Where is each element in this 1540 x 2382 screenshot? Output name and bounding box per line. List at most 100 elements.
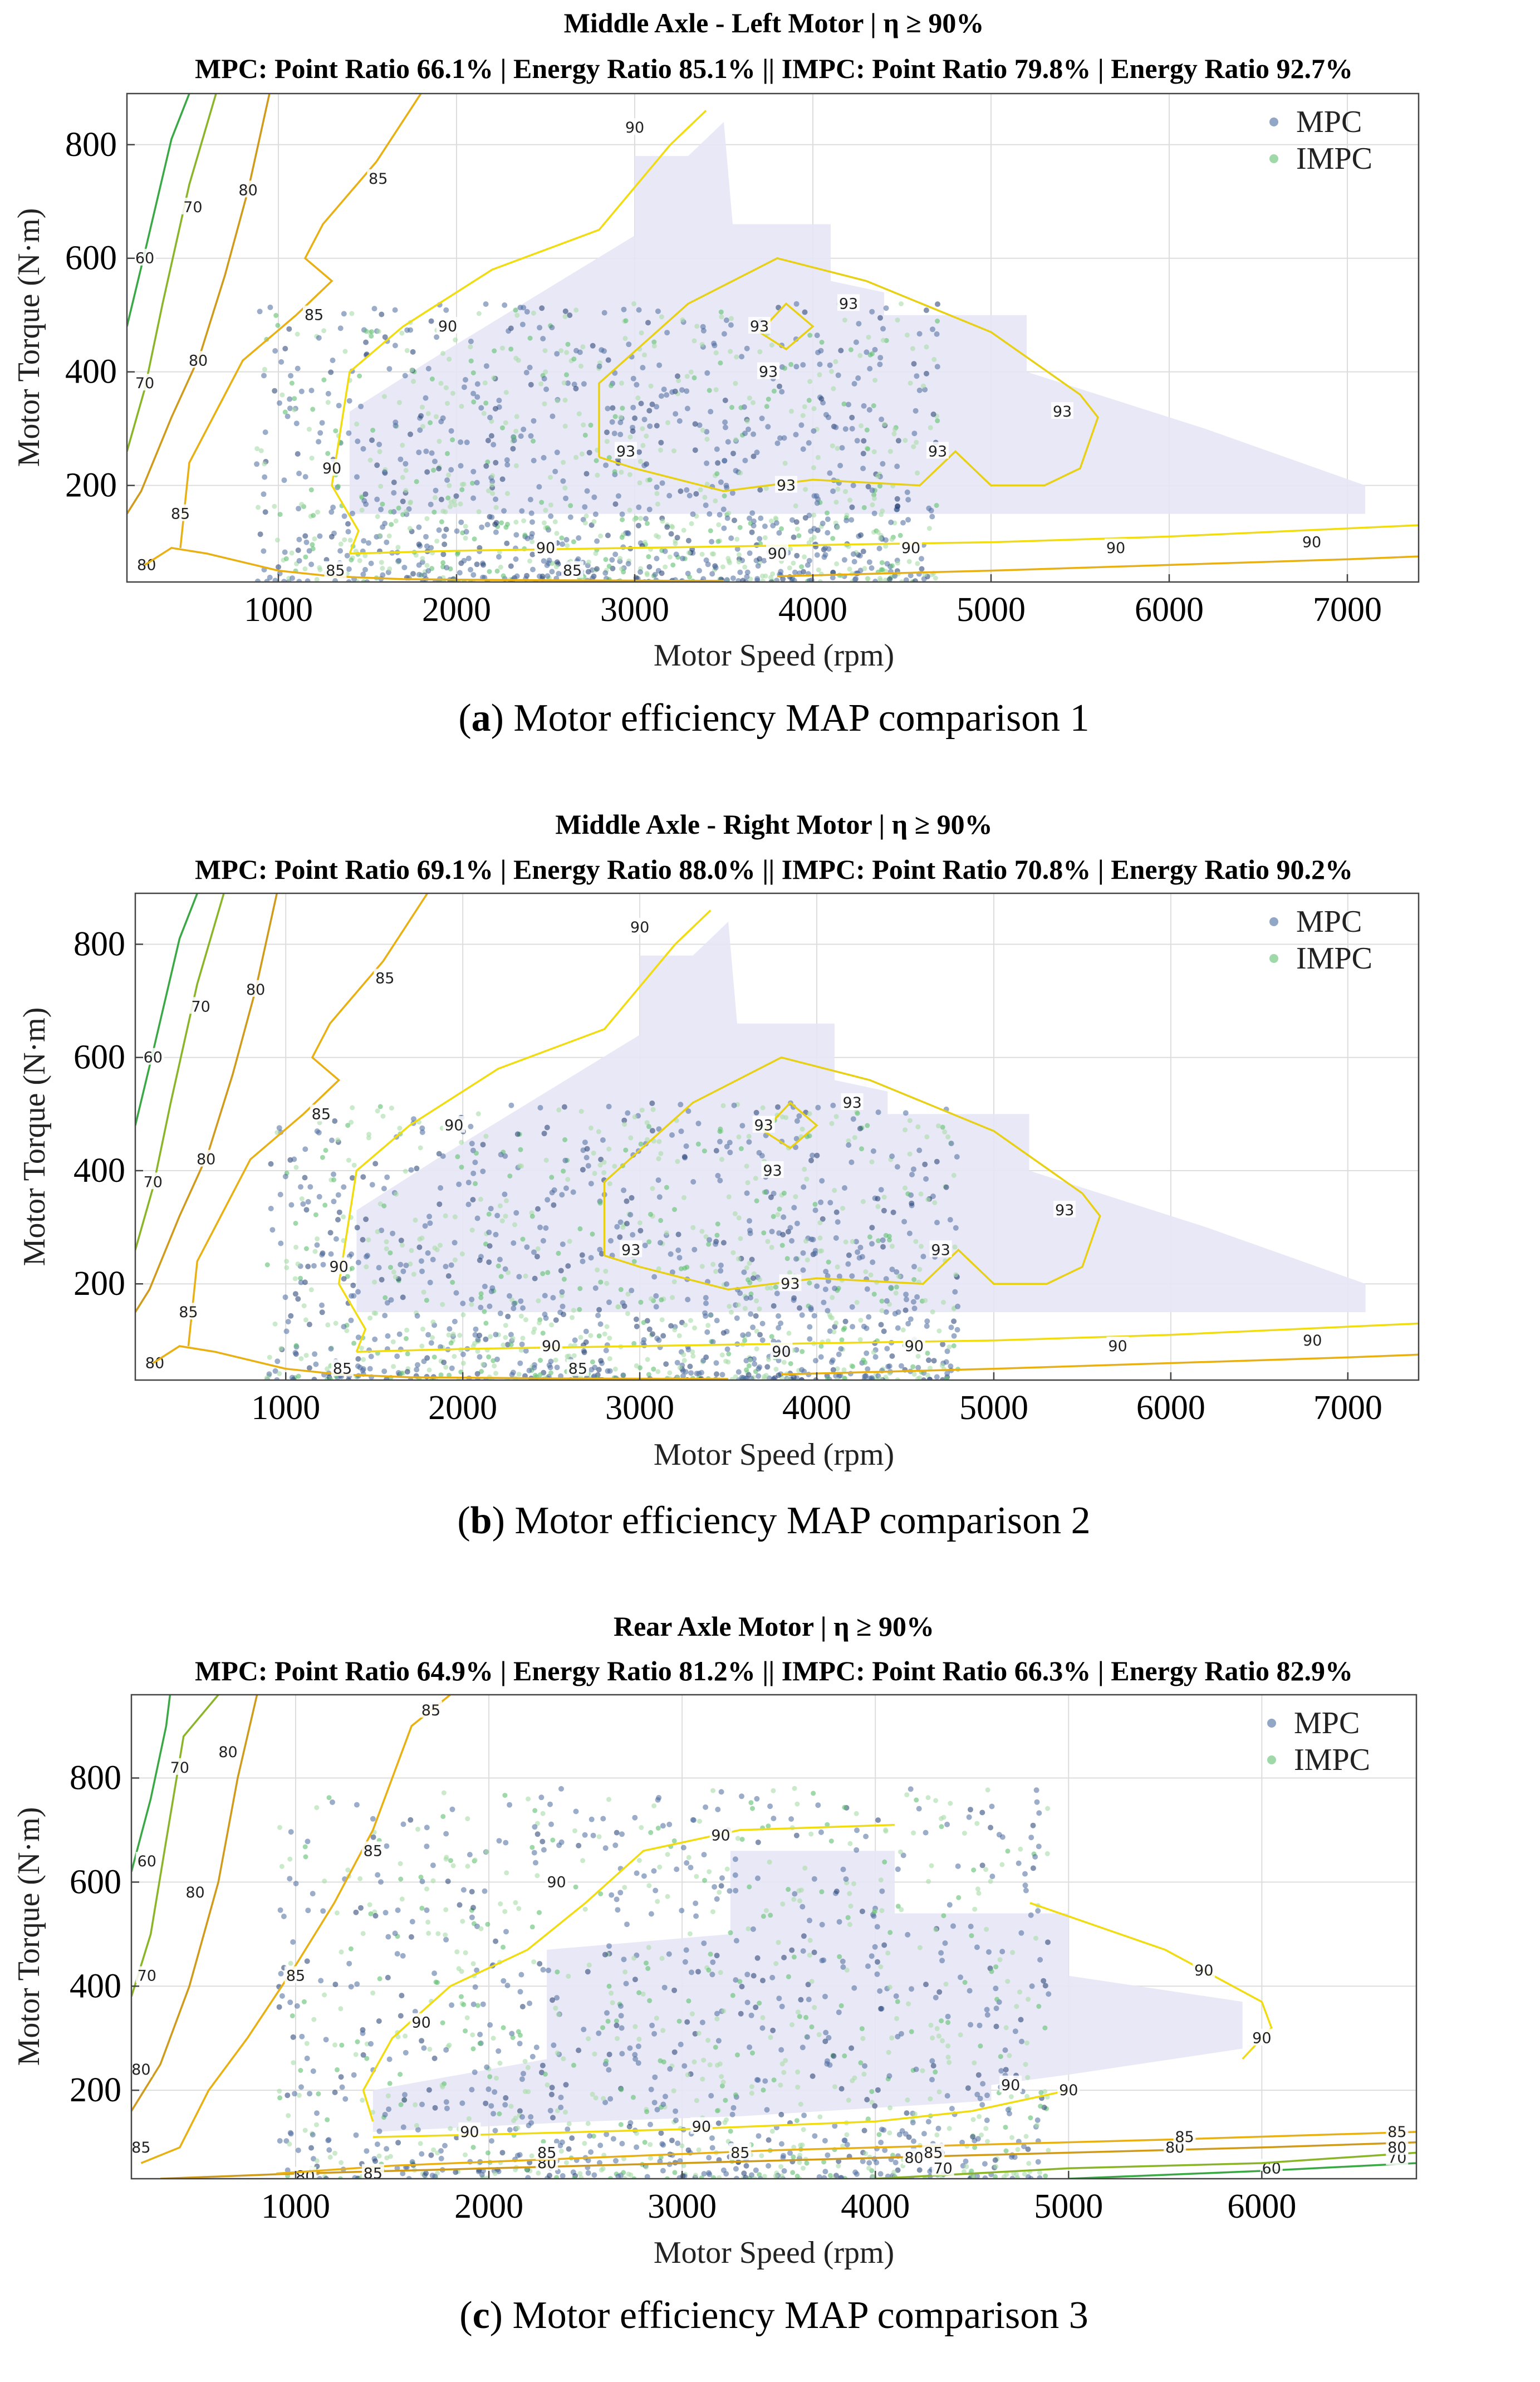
mpc-point: [540, 2062, 546, 2068]
impc-point: [807, 332, 813, 338]
mpc-point: [287, 1876, 293, 1882]
impc-point: [619, 2087, 624, 2092]
mpc-point: [344, 552, 350, 559]
contour-label-bg: [217, 1742, 239, 1759]
impc-point: [911, 444, 916, 449]
mpc-point: [822, 545, 828, 551]
mpc-point: [529, 551, 536, 557]
impc-point: [715, 2108, 720, 2114]
impc-point: [443, 509, 448, 515]
impc-point: [894, 1284, 899, 1290]
mpc-point: [663, 2094, 668, 2100]
mpc-point: [830, 1102, 836, 1108]
mpc-point: [460, 1351, 466, 1357]
impc-point: [842, 2053, 847, 2058]
impc-point: [903, 1127, 908, 1133]
mpc-point: [465, 1201, 472, 1207]
mpc-point: [701, 2171, 707, 2177]
impc-point: [715, 539, 721, 544]
impc-point: [395, 545, 401, 550]
mpc-point: [472, 1984, 478, 1990]
impc-point: [688, 369, 694, 375]
mpc-point: [507, 2127, 513, 2133]
mpc-point: [614, 1224, 620, 1230]
impc-point: [939, 2018, 944, 2023]
mpc-point: [649, 1100, 655, 1106]
impc-point: [700, 427, 705, 433]
impc-point: [746, 1134, 752, 1139]
impc-point: [786, 1376, 791, 1380]
mpc-point: [799, 1367, 805, 1373]
mpc-point: [403, 461, 409, 467]
impc-point: [644, 1960, 649, 1966]
mpc-point: [339, 2084, 345, 2090]
impc-point: [581, 422, 586, 428]
impc-point: [906, 2001, 911, 2007]
mpc-point: [374, 496, 380, 502]
mpc-point: [296, 579, 302, 582]
impc-point: [601, 1160, 607, 1165]
mpc-point: [724, 1143, 730, 1150]
mpc-point: [674, 535, 680, 541]
impc-point: [403, 509, 409, 515]
impc-point: [733, 1374, 738, 1380]
mpc-point: [649, 2022, 655, 2028]
mpc-point: [877, 361, 883, 368]
mpc-point: [968, 2022, 974, 2028]
impc-point: [911, 1371, 917, 1377]
impc-point: [800, 1349, 805, 1354]
mpc-point: [277, 1907, 283, 1913]
mpc-point: [793, 1832, 800, 1838]
mpc-point: [703, 1300, 709, 1307]
mpc-point: [861, 2127, 867, 2134]
contour-label-bg: [766, 544, 788, 561]
mpc-point: [840, 1958, 846, 1964]
mpc-point: [493, 1938, 499, 1944]
impc-point: [696, 2031, 702, 2036]
mpc-point: [916, 1147, 923, 1153]
mpc-point: [460, 1300, 466, 1307]
mpc-point: [654, 555, 660, 561]
contour-label-bg: [837, 294, 860, 311]
impc-point: [877, 536, 883, 541]
impc-point: [463, 535, 468, 541]
mpc-point: [524, 309, 530, 315]
impc-point: [862, 1359, 868, 1365]
mpc-point: [690, 1817, 696, 1823]
impc-point: [494, 568, 500, 574]
mpc-point: [470, 1170, 477, 1176]
mpc-point: [496, 2048, 502, 2054]
mpc-point: [743, 2174, 749, 2179]
mpc-point: [425, 1332, 431, 1338]
mpc-point: [865, 483, 871, 490]
impc-point: [378, 483, 384, 489]
mpc-point: [372, 1913, 379, 1919]
mpc-point: [341, 1184, 347, 1190]
mpc-point: [409, 1919, 415, 1925]
impc-point: [443, 1364, 449, 1370]
mpc-point: [861, 1377, 867, 1380]
impc-point: [520, 1336, 526, 1341]
impc-point: [850, 1364, 856, 1369]
impc-point: [428, 420, 433, 425]
contour-label-bg: [1386, 2138, 1409, 2155]
mpc-point: [747, 1227, 753, 1234]
impc-point: [748, 1800, 754, 1806]
impc-point: [819, 340, 825, 345]
impc-point: [513, 463, 519, 468]
mpc-point: [632, 1814, 638, 1821]
mpc-point: [690, 511, 696, 517]
mpc-point: [586, 449, 592, 456]
mpc-point: [417, 427, 423, 433]
impc-point: [308, 487, 314, 493]
high-efficiency-region: [372, 1851, 1243, 2132]
mpc-point: [751, 431, 757, 437]
mpc-point: [894, 463, 900, 469]
mpc-point: [615, 1907, 621, 1913]
mpc-point: [624, 1221, 630, 1226]
mpc-point: [573, 385, 579, 392]
mpc-point: [828, 1359, 835, 1365]
impc-point: [656, 1266, 661, 1271]
mpc-point: [974, 2091, 980, 2097]
